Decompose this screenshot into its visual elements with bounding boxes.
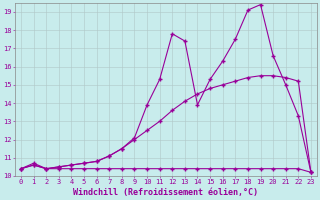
X-axis label: Windchill (Refroidissement éolien,°C): Windchill (Refroidissement éolien,°C)	[74, 188, 259, 197]
